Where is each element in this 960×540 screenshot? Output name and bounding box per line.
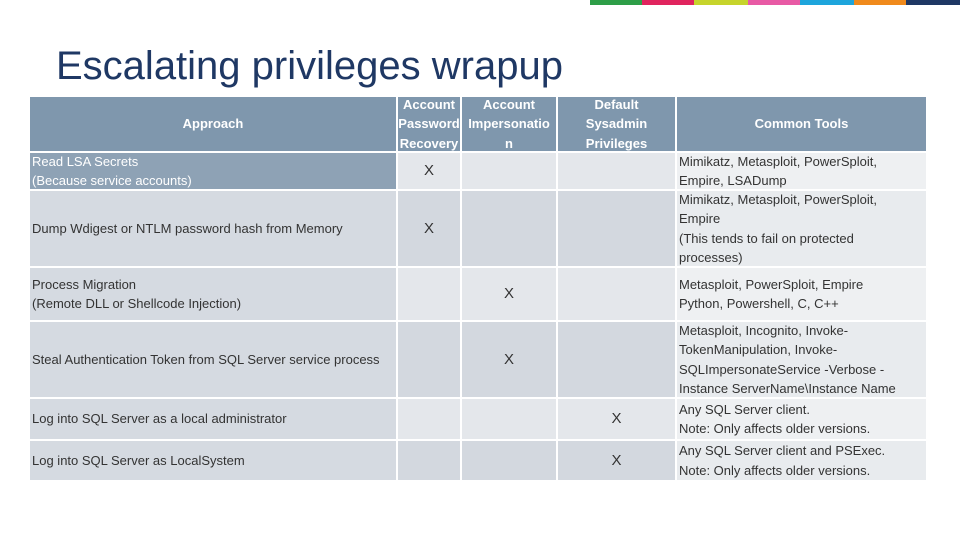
cell-text: Empire, LSADump: [679, 173, 787, 188]
table-cell: [398, 268, 462, 322]
accent-bar: [748, 0, 800, 5]
cell-text: X: [611, 451, 622, 469]
cell-text: Sysadmin: [585, 116, 648, 132]
cell-text: Metasploit, PowerSploit, Empire: [679, 276, 864, 292]
table-cell: X: [398, 191, 462, 268]
header-cell: Account Password Recovery: [398, 97, 462, 153]
accent-bar: [906, 0, 960, 5]
table-cell: Mimikatz, Metasploit, PowerSploit, Empire…: [677, 191, 928, 268]
cell-text: SQLImpersonateService -Verbose -: [679, 361, 885, 377]
accent-bar: [694, 0, 748, 5]
cell-text: (Because service accounts): [32, 173, 192, 188]
table-cell: Process Migration (Remote DLL or Shellcod…: [30, 268, 398, 322]
header-cell: Default Sysadmin Privileges: [558, 97, 677, 153]
header-cell: Approach: [30, 97, 398, 153]
table-cell: Log into SQL Server as LocalSystem: [30, 441, 398, 482]
table-cell: Metasploit, PowerSploit, Empire Python, P…: [677, 268, 928, 322]
table-cell: Steal Authentication Token from SQL Serv…: [30, 322, 398, 399]
cell-text: n: [505, 135, 513, 151]
cell-text: Any SQL Server client and PSExec.: [679, 443, 886, 458]
cell-text: Dump Wdigest or NTLM password hash from …: [32, 220, 343, 236]
table-cell: [462, 153, 558, 191]
header-cell: Account Impersonatio n: [462, 97, 558, 153]
table-cell: Log into SQL Server as a local administr…: [30, 399, 398, 441]
slide-title: Escalating privileges wrapup: [56, 44, 563, 88]
cell-text: Note: Only affects older versions.: [679, 421, 871, 436]
cell-text: Log into SQL Server as LocalSystem: [32, 452, 245, 468]
cell-text: Mimikatz, Metasploit, PowerSploit,: [679, 153, 877, 169]
table-cell: X: [462, 322, 558, 399]
cell-text: Impersonatio: [468, 116, 550, 132]
table-cell: Dump Wdigest or NTLM password hash from …: [30, 191, 398, 268]
cell-text: X: [423, 219, 434, 237]
table-cell: [558, 268, 677, 322]
cell-text: processes): [679, 250, 743, 265]
cell-text: X: [611, 410, 622, 428]
cell-text: Mimikatz, Metasploit, PowerSploit,: [679, 191, 877, 207]
cell-text: Password: [398, 116, 460, 132]
cell-text: Instance ServerName\Instance Name: [679, 381, 896, 396]
cell-text: Account: [403, 96, 455, 112]
table-cell: Read LSA Secrets (Because service account…: [30, 153, 398, 191]
cell-text: Default: [594, 96, 639, 112]
cell-text: Empire: [679, 211, 721, 226]
cell-text: Account: [483, 96, 535, 112]
table-cell: [462, 441, 558, 482]
cell-text: Process Migration: [32, 276, 137, 292]
table-cell: Metasploit, Incognito, Invoke- TokenManip…: [677, 322, 928, 399]
table-cell: Any SQL Server client and PSExec. Note: O…: [677, 441, 928, 482]
table-cell: Any SQL Server client. Note: Only affects…: [677, 399, 928, 441]
cell-text: (Remote DLL or Shellcode Injection): [32, 296, 242, 311]
table-cell: X: [398, 153, 462, 191]
cell-text: TokenManipulation, Invoke-: [679, 342, 838, 357]
table-cell: X: [558, 441, 677, 482]
cell-text: Common Tools: [754, 116, 849, 132]
cell-text: Steal Authentication Token from SQL Serv…: [32, 351, 380, 367]
cell-text: Privileges: [585, 135, 648, 151]
cell-text: Note: Only affects older versions.: [679, 462, 871, 478]
table-cell: X: [462, 268, 558, 322]
cell-text: Metasploit, Incognito, Invoke-: [679, 322, 849, 338]
table-cell: Mimikatz, Metasploit, PowerSploit, Empire…: [677, 153, 928, 191]
table-cell: [558, 191, 677, 268]
cell-text: Approach: [182, 116, 244, 132]
table: Approach Account Password Recovery Account Im…: [30, 97, 928, 482]
accent-bar: [642, 0, 694, 5]
cell-text: Recovery: [399, 135, 459, 151]
cell-text: Any SQL Server client.: [679, 401, 811, 417]
cell-text: Read LSA Secrets: [32, 153, 139, 169]
cell-text: X: [423, 162, 434, 180]
cell-text: X: [503, 350, 514, 368]
table-cell: [398, 441, 462, 482]
cell-text: X: [503, 285, 514, 303]
table-cell: [462, 399, 558, 441]
table-cell: [398, 399, 462, 441]
header-cell: Common Tools: [677, 97, 928, 153]
table-cell: [462, 191, 558, 268]
accent-bar: [590, 0, 642, 5]
table-cell: X: [558, 399, 677, 441]
table-cell: [398, 322, 462, 399]
cell-text: Python, Powershell, C, C++: [679, 296, 839, 311]
cell-text: (This tends to fail on protected: [679, 230, 854, 246]
accent-bar: [854, 0, 906, 5]
table-cell: [558, 322, 677, 399]
accent-bar: [800, 0, 854, 5]
cell-text: Log into SQL Server as a local administr…: [32, 411, 287, 427]
table-cell: [558, 153, 677, 191]
